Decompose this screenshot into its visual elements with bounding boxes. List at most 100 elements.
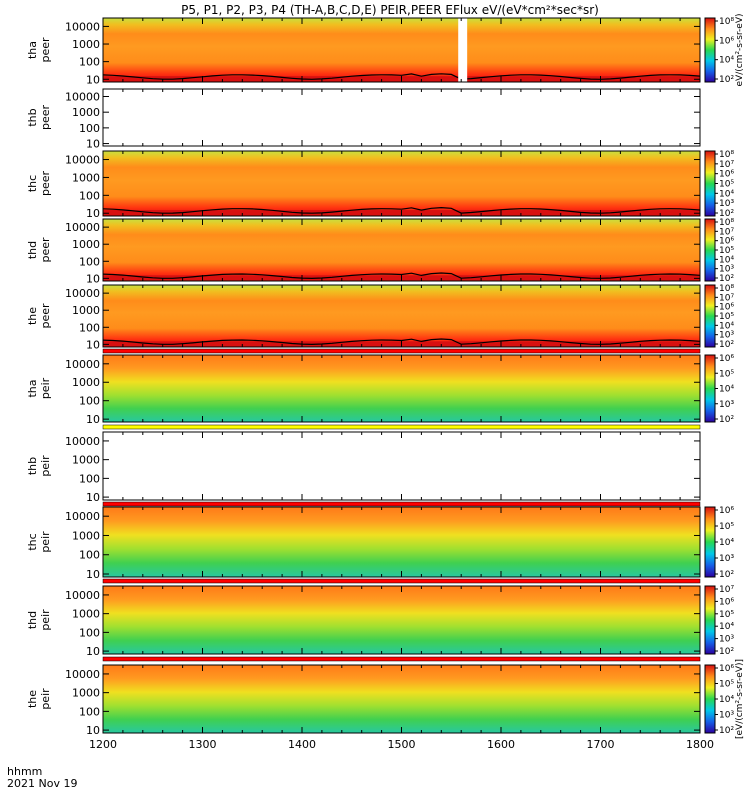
colorbar-thd-peer (704, 218, 716, 282)
panel-probe-label: thd (26, 611, 39, 629)
x-tick-label: 1500 (388, 738, 416, 751)
panel-species-label: peer (39, 105, 52, 131)
y-tick-label: 10 (86, 645, 100, 658)
panel-probe-label: thc (26, 533, 39, 550)
y-tick-label: 1000 (72, 608, 100, 621)
colorbar-tick-label: 10⁶ (719, 664, 734, 674)
spectrogram-tha-peer (103, 18, 700, 82)
panel-species-label: peir (39, 531, 52, 553)
colorbar-tick-label: 10⁵ (719, 522, 734, 532)
y-tick-label: 1000 (72, 687, 100, 700)
colorbar-tick-label: 10⁶ (719, 354, 734, 364)
y-tick-label: 100 (79, 321, 100, 334)
x-tick-label: 1400 (288, 738, 316, 751)
colorbar-tick-label: 10³ (719, 400, 734, 410)
data-gap (458, 18, 468, 82)
spectrogram-the-peer (103, 285, 700, 347)
colorbar-tick-label: 10⁵ (719, 610, 734, 620)
panel-tha-peer: 10 100 1000 10000 tha peer 10² 10⁴ 10⁶ 10⁸ eV/(cm²… (26, 13, 745, 86)
panel-the-peer: 10 100 1000 10000 the peer 10²10³10⁴10⁵10⁶10⁷1… (26, 284, 734, 351)
colorbar-label: eV/(cm²-s-sr-eV) (735, 13, 745, 86)
panel-thb-peer: 10 100 1000 10000 thb peer (26, 88, 701, 151)
y-tick-label: 10000 (65, 154, 100, 167)
colorbar-the-peer (704, 284, 716, 348)
panel-probe-label: thb (26, 108, 39, 126)
figure-title: P5, P1, P2, P3, P4 (TH-A,B,C,D,E) PEIR,P… (181, 3, 599, 17)
y-tick-label: 100 (79, 626, 100, 639)
y-tick-label: 10000 (65, 221, 100, 234)
x-axis-unit-label: hhmm (7, 765, 42, 778)
colorbar-tick-label: 10² (719, 274, 734, 284)
y-tick-label: 10 (86, 724, 100, 737)
colorbar-tick-label: 10⁷ (719, 160, 734, 170)
x-axis: 1200 1300 1400 1500 1600 1700 1800 (89, 738, 714, 751)
y-tick-label: 10 (86, 491, 100, 504)
colorbar-tick-label: 10⁸ (719, 17, 734, 27)
panel-species-label: peir (39, 609, 52, 631)
colorbar-tick-label: 10³ (719, 199, 734, 209)
colorbar-label: [eV/(cm²-s-sr-eV)] (735, 659, 745, 739)
spectrogram-thd-peir (103, 586, 700, 654)
colorbar-tick-label: 10³ (719, 331, 734, 341)
colorbar-tick-label: 10⁴ (719, 255, 734, 265)
y-tick-label: 10000 (65, 358, 100, 371)
panel-species-label: peir (39, 377, 52, 399)
y-tick-label: 1000 (72, 304, 100, 317)
panel-species-label: peir (39, 455, 52, 477)
panel-probe-label: the (26, 690, 39, 708)
colorbar-tick-label: 10⁴ (719, 695, 734, 705)
y-tick-label: 10000 (65, 589, 100, 602)
spectrogram-thd-peer (103, 219, 700, 281)
colorbar-tick-label: 10⁸ (719, 218, 734, 228)
panel-thd-peir: 10 100 1000 10000 thd peir 10² 10³ 10⁴ 10⁵ 10⁶ 10⁷ (26, 585, 734, 658)
panel-probe-label: tha (26, 41, 39, 59)
colorbar-tick-label: 10⁷ (719, 585, 734, 595)
panel-species-label: peer (39, 171, 52, 197)
colorbar-thc-peir (704, 506, 716, 578)
colorbar-tick-label: 10⁵ (719, 312, 734, 322)
y-tick-label: 10 (86, 73, 100, 86)
colorbar-tick-label: 10⁵ (719, 180, 734, 190)
panel-frame (102, 88, 701, 147)
colorbar-tick-label: 10⁴ (719, 189, 734, 199)
y-tick-label: 1000 (72, 454, 100, 467)
panel-thb-peir: 10 100 1000 10000 thb peir (26, 431, 701, 504)
colorbar-tha-peer (704, 17, 716, 83)
colorbar-tick-label: 10⁴ (719, 622, 734, 632)
panel-the-peir: 10 100 1000 10000 the peir 10² 10³ 10⁴ 10⁵ 10⁶ [eV/… (26, 659, 745, 739)
spectrogram-tha-peir (103, 355, 700, 422)
y-tick-label: 1000 (72, 529, 100, 542)
colorbar-tick-label: 10² (719, 726, 734, 736)
y-tick-label: 1000 (72, 171, 100, 184)
panel-species-label: peer (39, 37, 52, 63)
y-tick-label: 10000 (65, 510, 100, 523)
spectrogram-thc-peer (103, 151, 700, 216)
y-tick-label: 1000 (72, 106, 100, 119)
panel-species-label: peir (39, 688, 52, 710)
panel-probe-label: thd (26, 241, 39, 259)
panel-tha-peir: 10 100 1000 10000 tha peir 10² 10³ 10⁴ 10⁵ 10⁶ (26, 354, 734, 426)
y-tick-label: 100 (79, 56, 100, 69)
y-tick-label: 10000 (65, 287, 100, 300)
y-tick-label: 10000 (65, 90, 100, 103)
y-tick-label: 100 (79, 255, 100, 268)
colorbar-tick-label: 10⁷ (719, 293, 734, 303)
x-tick-label: 1800 (686, 738, 714, 751)
colorbar-tha-peir (704, 354, 716, 423)
y-tick-label: 100 (79, 549, 100, 562)
y-tick-label: 1000 (72, 38, 100, 51)
y-tick-label: 1000 (72, 238, 100, 251)
colorbar-tick-label: 10² (719, 570, 734, 580)
y-tick-label: 100 (79, 705, 100, 718)
colorbar-tick-label: 10⁴ (719, 385, 734, 395)
flag-bar (102, 424, 701, 430)
colorbar-tick-label: 10⁵ (719, 369, 734, 379)
colorbar-tick-label: 10³ (719, 554, 734, 564)
colorbar-tick-label: 10⁵ (719, 246, 734, 256)
colorbar-tick-label: 10² (719, 75, 734, 85)
colorbar-tick-label: 10⁶ (719, 597, 734, 607)
colorbar-tick-label: 10⁶ (719, 36, 734, 46)
y-tick-label: 10 (86, 338, 100, 351)
panel-probe-label: the (26, 307, 39, 325)
